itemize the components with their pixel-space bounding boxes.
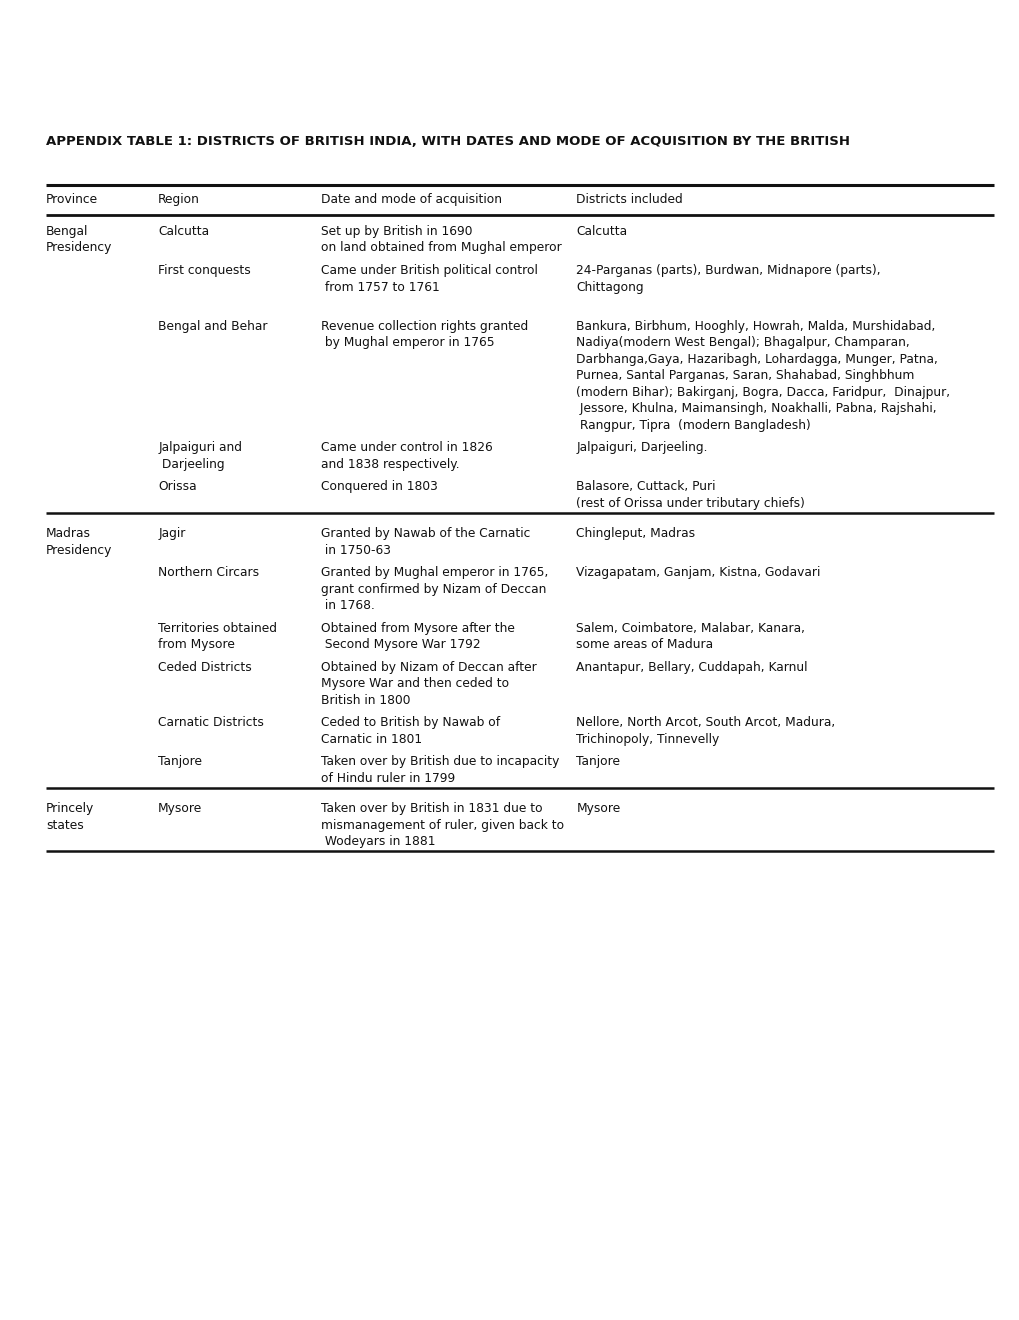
Text: Revenue collection rights granted
 by Mughal emperor in 1765: Revenue collection rights granted by Mug… bbox=[321, 319, 528, 350]
Text: Jalpaiguri, Darjeeling.: Jalpaiguri, Darjeeling. bbox=[576, 441, 707, 454]
Text: Bengal and Behar: Bengal and Behar bbox=[158, 319, 267, 333]
Text: Bengal
Presidency: Bengal Presidency bbox=[46, 224, 112, 255]
Text: Princely
states: Princely states bbox=[46, 803, 94, 832]
Text: 24-Parganas (parts), Burdwan, Midnapore (parts),
Chittagong: 24-Parganas (parts), Burdwan, Midnapore … bbox=[576, 264, 880, 293]
Text: Anantapur, Bellary, Cuddapah, Karnul: Anantapur, Bellary, Cuddapah, Karnul bbox=[576, 661, 807, 673]
Text: Jalpaiguri and
 Darjeeling: Jalpaiguri and Darjeeling bbox=[158, 441, 242, 471]
Text: Date and mode of acquisition: Date and mode of acquisition bbox=[321, 193, 501, 206]
Text: Granted by Nawab of the Carnatic
 in 1750-63: Granted by Nawab of the Carnatic in 1750… bbox=[321, 527, 530, 557]
Text: Granted by Mughal emperor in 1765,
grant confirmed by Nizam of Deccan
 in 1768.: Granted by Mughal emperor in 1765, grant… bbox=[321, 566, 548, 612]
Text: First conquests: First conquests bbox=[158, 264, 251, 277]
Text: Territories obtained
from Mysore: Territories obtained from Mysore bbox=[158, 622, 277, 651]
Text: Came under control in 1826
and 1838 respectively.: Came under control in 1826 and 1838 resp… bbox=[321, 441, 492, 471]
Text: Mysore: Mysore bbox=[576, 803, 620, 816]
Text: Chingleput, Madras: Chingleput, Madras bbox=[576, 527, 695, 540]
Text: Mysore: Mysore bbox=[158, 803, 202, 816]
Text: Ceded Districts: Ceded Districts bbox=[158, 661, 252, 673]
Text: Region: Region bbox=[158, 193, 200, 206]
Text: Ceded to British by Nawab of
Carnatic in 1801: Ceded to British by Nawab of Carnatic in… bbox=[321, 717, 500, 746]
Text: Madras
Presidency: Madras Presidency bbox=[46, 527, 112, 557]
Text: Conquered in 1803: Conquered in 1803 bbox=[321, 480, 438, 494]
Text: Taken over by British in 1831 due to
mismanagement of ruler, given back to
 Wode: Taken over by British in 1831 due to mis… bbox=[321, 803, 564, 849]
Text: Jagir: Jagir bbox=[158, 527, 185, 540]
Text: Vizagapatam, Ganjam, Kistna, Godavari: Vizagapatam, Ganjam, Kistna, Godavari bbox=[576, 566, 820, 579]
Text: Calcutta: Calcutta bbox=[158, 224, 209, 238]
Text: Bankura, Birbhum, Hooghly, Howrah, Malda, Murshidabad,
Nadiya(modern West Bengal: Bankura, Birbhum, Hooghly, Howrah, Malda… bbox=[576, 319, 950, 432]
Text: Taken over by British due to incapacity
of Hindu ruler in 1799: Taken over by British due to incapacity … bbox=[321, 755, 559, 784]
Text: Obtained by Nizam of Deccan after
Mysore War and then ceded to
British in 1800: Obtained by Nizam of Deccan after Mysore… bbox=[321, 661, 537, 706]
Text: Tanjore: Tanjore bbox=[576, 755, 620, 768]
Text: Northern Circars: Northern Circars bbox=[158, 566, 259, 579]
Text: Calcutta: Calcutta bbox=[576, 224, 627, 238]
Text: Salem, Coimbatore, Malabar, Kanara,
some areas of Madura: Salem, Coimbatore, Malabar, Kanara, some… bbox=[576, 622, 805, 651]
Text: Districts included: Districts included bbox=[576, 193, 683, 206]
Text: Obtained from Mysore after the
 Second Mysore War 1792: Obtained from Mysore after the Second My… bbox=[321, 622, 515, 651]
Text: Nellore, North Arcot, South Arcot, Madura,
Trichinopoly, Tinnevelly: Nellore, North Arcot, South Arcot, Madur… bbox=[576, 717, 835, 746]
Text: Balasore, Cuttack, Puri
(rest of Orissa under tributary chiefs): Balasore, Cuttack, Puri (rest of Orissa … bbox=[576, 480, 804, 510]
Text: Set up by British in 1690
on land obtained from Mughal emperor: Set up by British in 1690 on land obtain… bbox=[321, 224, 561, 255]
Text: Province: Province bbox=[46, 193, 98, 206]
Text: Came under British political control
 from 1757 to 1761: Came under British political control fro… bbox=[321, 264, 538, 293]
Text: Orissa: Orissa bbox=[158, 480, 197, 494]
Text: Tanjore: Tanjore bbox=[158, 755, 202, 768]
Text: APPENDIX TABLE 1: DISTRICTS OF BRITISH INDIA, WITH DATES AND MODE OF ACQUISITION: APPENDIX TABLE 1: DISTRICTS OF BRITISH I… bbox=[46, 135, 849, 148]
Text: Carnatic Districts: Carnatic Districts bbox=[158, 717, 264, 729]
